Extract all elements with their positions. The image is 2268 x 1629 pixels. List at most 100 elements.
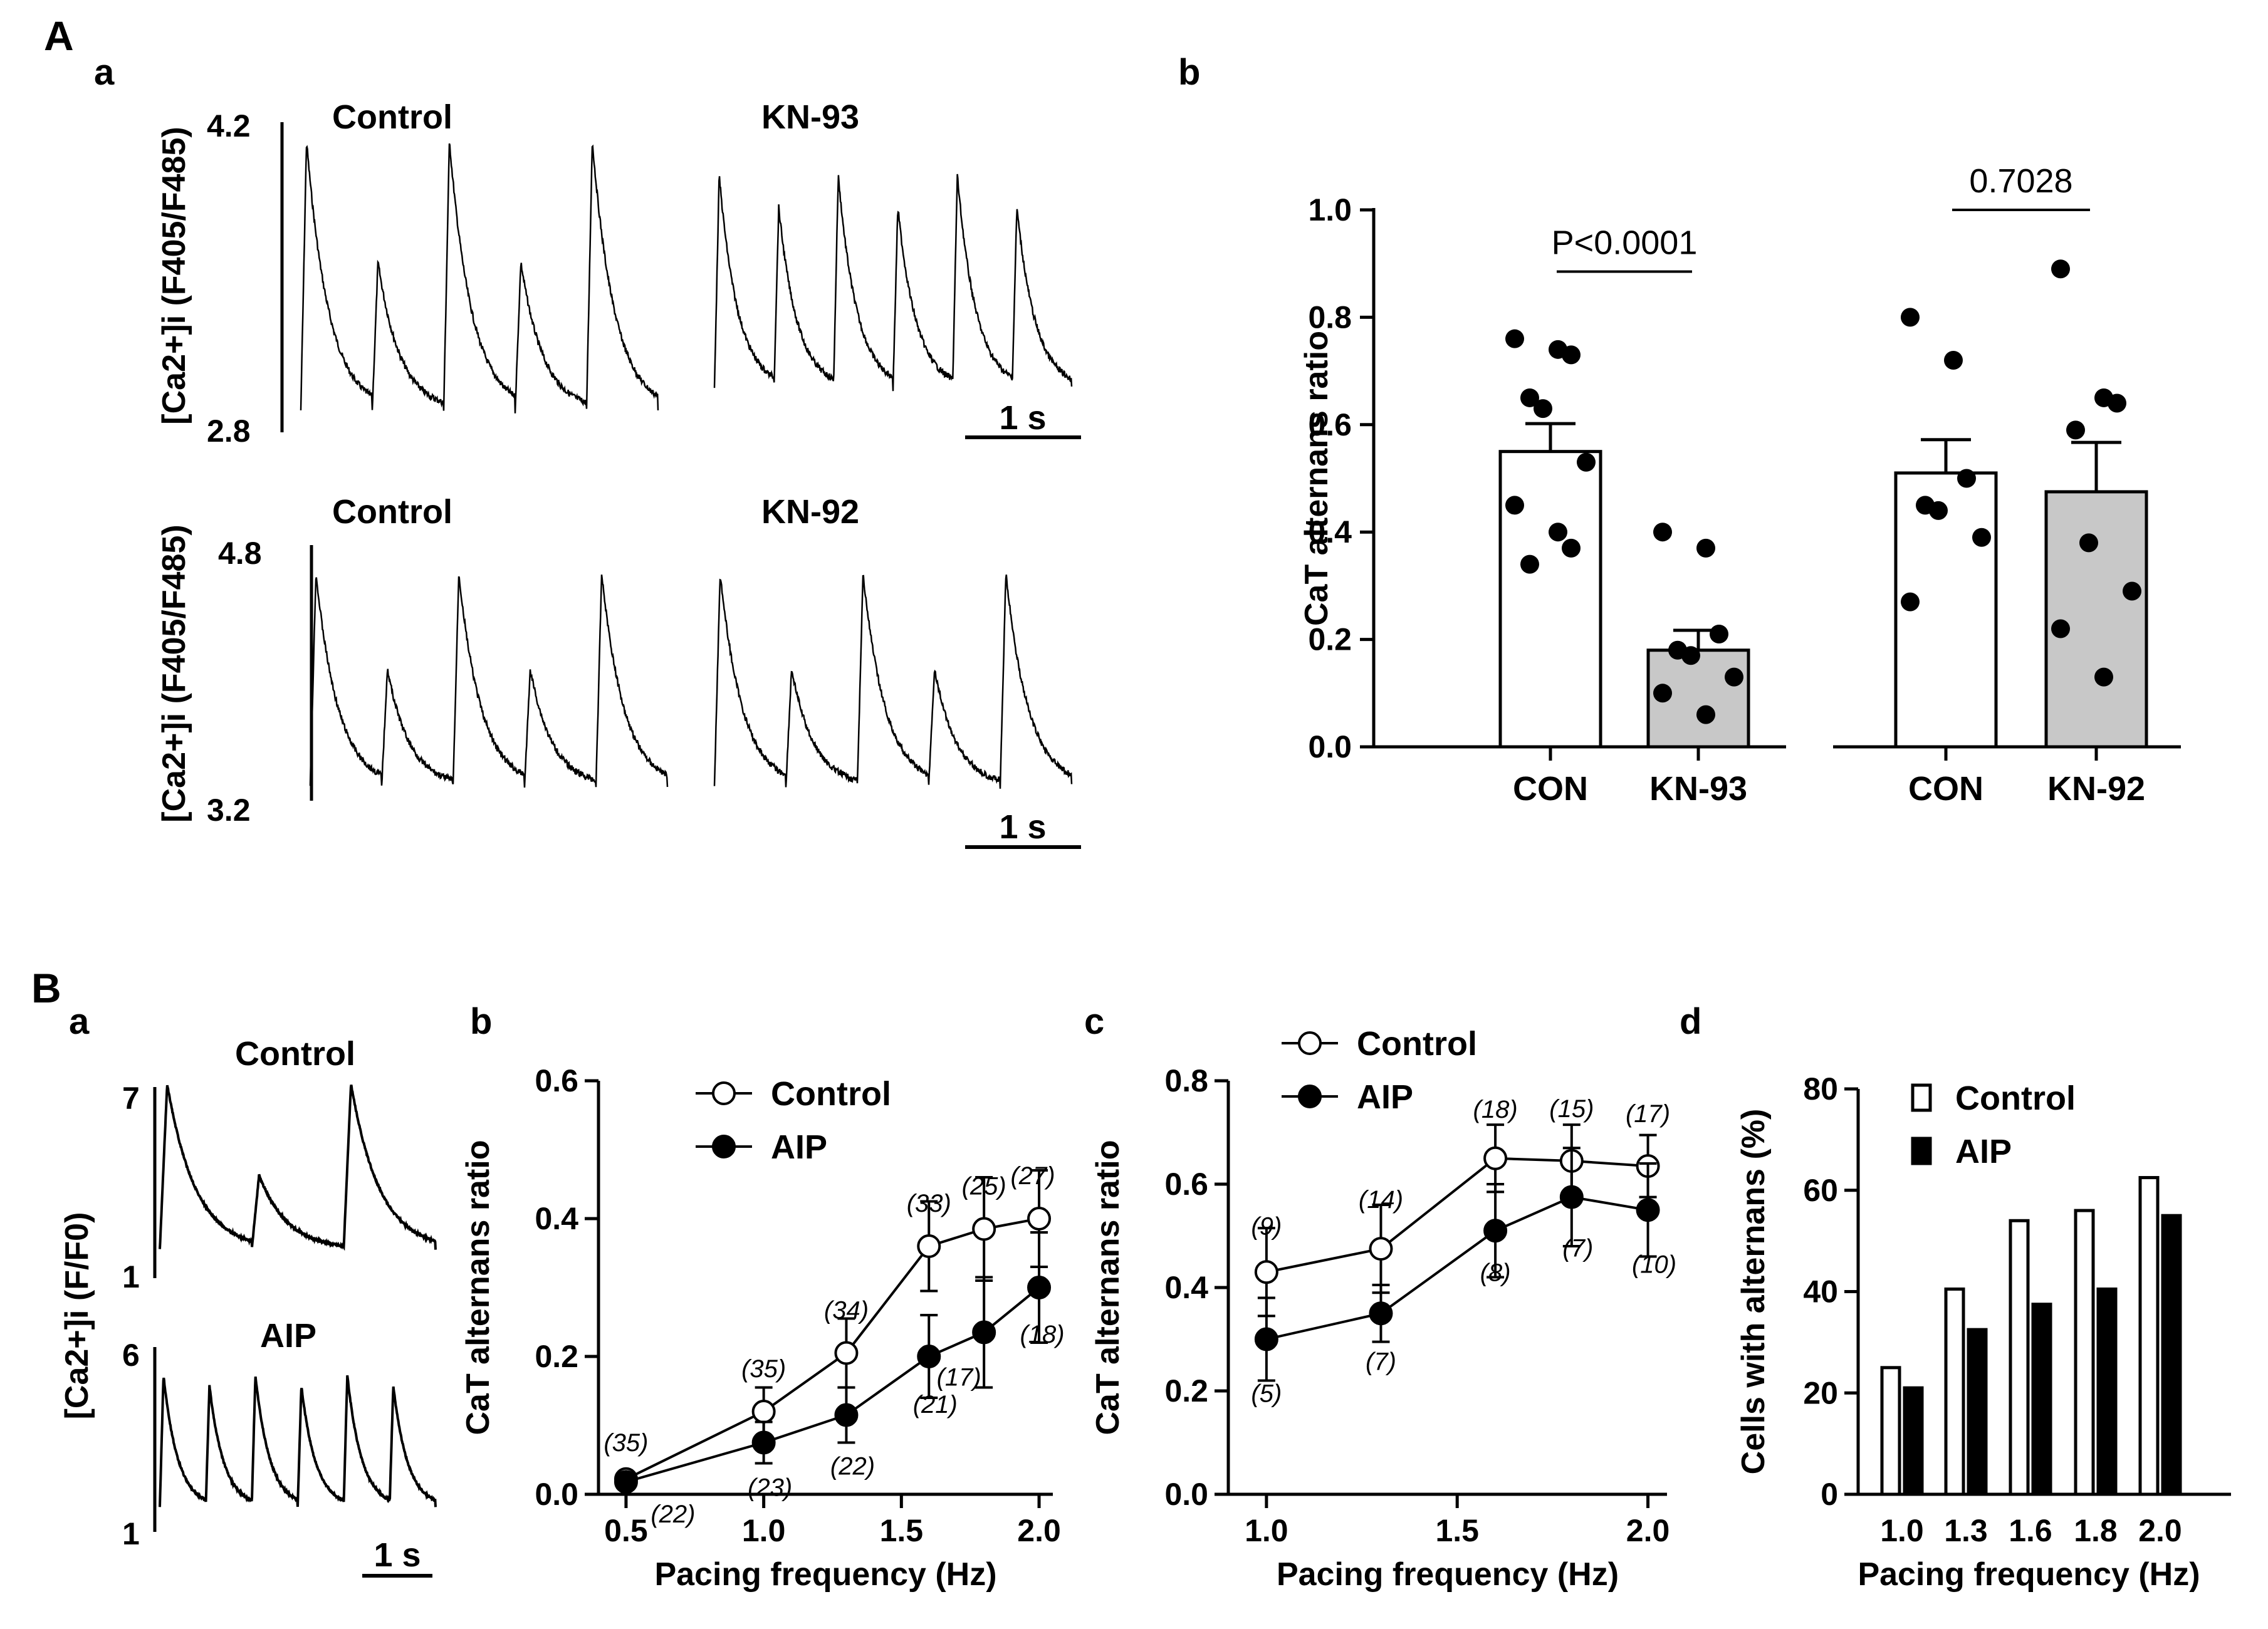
- y-tick-label: 0.6: [1308, 407, 1352, 442]
- data-point: [1944, 350, 1963, 370]
- data-point: [1505, 329, 1524, 348]
- data-point: [2079, 533, 2098, 553]
- trace-ylabel: [Ca2+]i (F405/F485): [156, 127, 192, 424]
- x-axis-label: Pacing frequency (Hz): [1858, 1556, 2200, 1593]
- x-tick-label: 1.5: [1435, 1513, 1479, 1548]
- trace-ytop-3: 7: [122, 1081, 140, 1116]
- trace-ytop-4: 6: [122, 1338, 140, 1373]
- y-axis-label: CaT alternans ratio: [1299, 331, 1335, 626]
- y-tick-label: 60: [1803, 1173, 1838, 1208]
- data-point: [1369, 1237, 1393, 1261]
- data-point: [1577, 452, 1596, 472]
- x-tick-label: CON: [1908, 770, 1983, 808]
- legend-label: AIP: [1357, 1078, 1413, 1116]
- data-point: [1562, 345, 1581, 365]
- data-point: [1653, 523, 1672, 542]
- y-tick-label: 0.8: [1308, 299, 1352, 335]
- y-tick-label: 0.2: [535, 1339, 578, 1374]
- n-label: (27): [1010, 1162, 1055, 1190]
- trace-ylabel-3: [Ca2+]i (F/F0): [59, 1212, 95, 1420]
- data-point: [917, 1234, 941, 1258]
- comparison-label: P<0.0001: [1552, 224, 1698, 262]
- scalebar-label-3: 1 s: [374, 1536, 421, 1574]
- bar-aip: [1967, 1328, 1988, 1496]
- n-label: (14): [1359, 1186, 1403, 1214]
- series-line-control: [625, 1217, 1040, 1481]
- n-label: (35): [741, 1355, 786, 1383]
- trace-ybot: 2.8: [207, 414, 251, 449]
- data-point: [1254, 1327, 1278, 1351]
- panel-label-Bc: c: [1084, 1001, 1104, 1042]
- trace-title-control-3: Control: [235, 1035, 355, 1073]
- x-tick-label: 2.0: [1626, 1513, 1670, 1548]
- comparison-label: 0.7028: [1969, 162, 2072, 200]
- trace-control-kn92: [309, 575, 669, 788]
- data-point: [972, 1217, 996, 1241]
- n-label: (8): [1480, 1259, 1511, 1286]
- x-tick-label: 1.0: [1880, 1513, 1924, 1548]
- data-point: [917, 1345, 941, 1368]
- x-tick-label: KN-92: [2047, 770, 2145, 808]
- data-point: [1696, 538, 1715, 558]
- chart-Ab: 0.0 0.2 0.4 0.6 0.8 1.0 CaT alternans ratio CON…: [1299, 162, 2181, 808]
- data-point: [1562, 538, 1581, 558]
- x-tick-label: CON: [1513, 770, 1588, 808]
- n-label: (22): [651, 1501, 695, 1528]
- y-tick-label: 40: [1803, 1274, 1838, 1309]
- trace-ybot-3: 1: [122, 1259, 140, 1294]
- data-point: [1559, 1185, 1584, 1209]
- data-point: [2051, 259, 2070, 279]
- legend-marker: [1911, 1137, 1932, 1165]
- y-tick-label: 0.6: [1164, 1167, 1208, 1202]
- x-tick-label: 2.0: [1017, 1513, 1061, 1548]
- trace-kn93: [713, 174, 1073, 392]
- data-point: [1254, 1260, 1278, 1284]
- y-tick-label: 80: [1803, 1071, 1838, 1106]
- n-label: (5): [1251, 1380, 1282, 1408]
- n-label: (9): [1251, 1212, 1282, 1240]
- data-point: [1901, 308, 1920, 327]
- data-point: [1653, 684, 1672, 703]
- y-tick-label: 0.0: [1308, 729, 1352, 764]
- panel-label-A: A: [44, 13, 74, 59]
- bar-aip: [2096, 1287, 2118, 1496]
- trace-title-control-2: Control: [332, 493, 452, 531]
- data-point: [2051, 619, 2070, 638]
- bar-aip: [2161, 1214, 2182, 1496]
- legend-label: AIP: [771, 1128, 827, 1166]
- y-tick-label: 0.4: [1164, 1270, 1208, 1305]
- x-tick-label: 1.8: [2074, 1513, 2118, 1548]
- legend-marker: [1298, 1085, 1322, 1108]
- y-tick-label: 1.0: [1308, 192, 1352, 227]
- data-point: [1534, 399, 1552, 419]
- data-point: [1027, 1276, 1052, 1299]
- trace-panel-Ba: Control AIP 7 1 6 1 [Ca2+]i (F/F0) 1 s: [59, 1035, 437, 1578]
- x-tick-label: 2.0: [2138, 1513, 2182, 1548]
- y-tick-label: 0.4: [535, 1201, 578, 1236]
- legend-marker: [712, 1135, 736, 1158]
- x-tick-label: 1.6: [2009, 1513, 2052, 1548]
- data-point: [1957, 469, 1976, 488]
- data-point: [1483, 1219, 1508, 1243]
- legend-label: AIP: [1955, 1133, 2012, 1170]
- y-axis-label: CaT alternans ratio: [460, 1140, 496, 1435]
- legend-marker: [712, 1081, 736, 1105]
- n-label: (22): [830, 1453, 875, 1481]
- panel-label-Ab: b: [1178, 52, 1200, 93]
- n-label: (33): [907, 1190, 951, 1217]
- bar-control: [1944, 1287, 1965, 1496]
- legend-label: Control: [1357, 1025, 1477, 1063]
- n-label: (18): [1473, 1096, 1518, 1123]
- bar-control: [2009, 1219, 2030, 1496]
- panel-label-Ba: a: [69, 1001, 90, 1042]
- panel-label-B: B: [31, 965, 61, 1011]
- trace-kn92: [713, 575, 1073, 789]
- trace-title-kn92: KN-92: [761, 493, 859, 531]
- legend-marker: [1911, 1083, 1932, 1112]
- data-point: [1972, 528, 1991, 547]
- x-axis-label: Pacing frequency (Hz): [1277, 1556, 1619, 1593]
- data-point: [1901, 592, 1920, 612]
- trace-panel-Aa-top: Control KN-93 4.2 2.8 [Ca2+]i (F405/F485…: [156, 98, 1081, 449]
